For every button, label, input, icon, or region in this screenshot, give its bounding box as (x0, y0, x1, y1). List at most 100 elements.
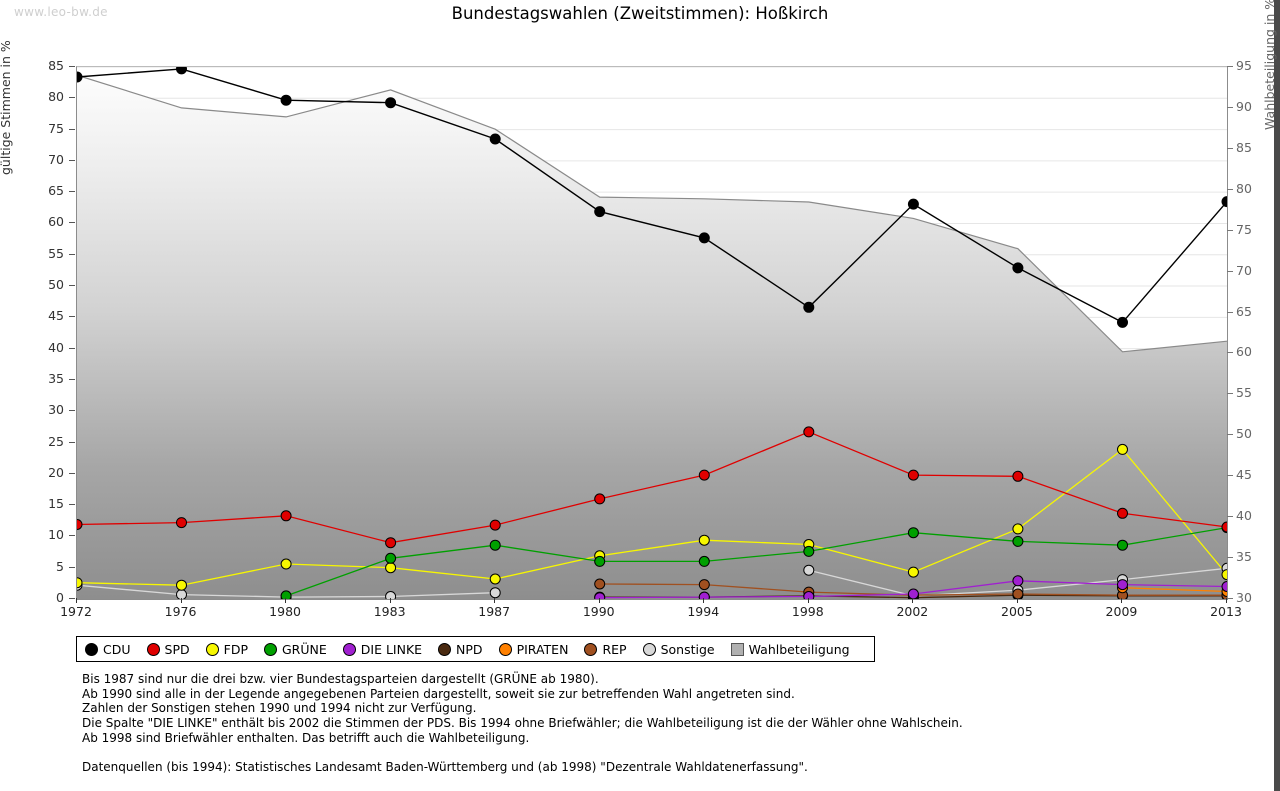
left-axis-tick: 70 (48, 151, 64, 167)
data-point-cdu (1221, 196, 1227, 208)
right-axis-tickmark (1227, 557, 1233, 559)
data-source-note: Datenquellen (bis 1994): Statistisches L… (82, 759, 808, 774)
legend-item-wahlbeteiligung[interactable]: Wahlbeteiligung (730, 641, 850, 657)
data-point-spd (698, 469, 710, 481)
legend-item-piraten[interactable]: PIRATEN (498, 642, 568, 657)
data-point-die-linke (698, 591, 710, 599)
left-axis-tickmark (69, 472, 75, 474)
data-point-die-linke (803, 591, 815, 599)
right-axis-tickmark (1227, 188, 1233, 190)
x-axis-tick: 2002 (896, 604, 929, 619)
data-point-cdu (907, 198, 919, 210)
x-axis-tick: 1998 (791, 604, 824, 619)
right-axis-tick: 75 (1236, 221, 1252, 237)
legend-dot-icon (263, 642, 277, 656)
x-axis-tickmark (180, 598, 182, 603)
left-axis-tick: 55 (48, 245, 64, 261)
legend-label: GRÜNE (281, 641, 327, 657)
data-point-spd (1221, 521, 1227, 533)
data-point-grüne (280, 590, 292, 599)
left-axis-label: gültige Stimmen in % (0, 40, 13, 175)
data-point-grüne (594, 555, 606, 567)
data-point-cdu (176, 67, 187, 75)
series-line-fdp (77, 448, 1227, 586)
legend-item-grüne[interactable]: GRÜNE (263, 641, 327, 657)
right-axis-tick: 80 (1236, 180, 1252, 196)
legend-dot-icon (642, 642, 656, 656)
legend-dot-icon (438, 642, 452, 656)
left-axis-tick: 0 (56, 590, 64, 605)
left-axis-tick: 25 (48, 433, 64, 449)
left-axis-tickmark (69, 441, 75, 443)
data-point-die-linke (1012, 575, 1024, 587)
series-markers (77, 67, 1227, 599)
series-line-piraten (1122, 587, 1227, 593)
series-line-grüne (285, 526, 1227, 597)
data-point-spd (907, 469, 919, 481)
legend-label: SPD (164, 641, 190, 657)
left-axis-tickmark (69, 97, 75, 99)
right-axis-tickmark (1227, 516, 1233, 518)
data-point-grüne (698, 555, 710, 567)
data-point-cdu (698, 232, 710, 244)
left-axis-tickmark (69, 253, 75, 255)
right-axis-tickmark (1227, 393, 1233, 395)
data-point-cdu (1012, 262, 1024, 274)
wahlbeteiligung-area (77, 74, 1227, 599)
data-point-rep (594, 578, 606, 590)
plot-area (76, 66, 1228, 600)
legend-item-fdp[interactable]: FDP (205, 642, 248, 657)
x-axis-tick: 1994 (687, 604, 720, 619)
x-axis-tickmark (703, 598, 705, 603)
x-axis-tick: 2013 (1210, 604, 1242, 619)
right-axis-tick: 60 (1236, 344, 1252, 360)
footnote-line: Die Spalte "DIE LINKE" enthält bis 2002 … (82, 716, 963, 731)
legend-dot-icon (85, 642, 98, 656)
data-point-grüne (1012, 535, 1024, 547)
legend-item-spd[interactable]: SPD (146, 641, 190, 657)
data-point-grüne (385, 552, 397, 564)
legend-item-npd[interactable]: NPD (438, 642, 483, 657)
right-axis-tickmark (1227, 434, 1233, 436)
left-axis-tick: 40 (48, 339, 64, 355)
right-axis-tickmark (1227, 270, 1233, 272)
data-point-rep (1012, 588, 1024, 599)
data-point-spd (594, 493, 606, 505)
legend-item-sonstige[interactable]: Sonstige (642, 641, 715, 657)
footnotes: Bis 1987 sind nur die drei bzw. vier Bun… (82, 672, 1082, 774)
left-axis-tickmark (69, 378, 75, 380)
legend-item-rep[interactable]: REP (584, 642, 627, 657)
x-axis-tick: 2005 (1001, 604, 1033, 619)
legend-label: Sonstige (660, 641, 715, 657)
left-axis-tick: 30 (48, 402, 64, 418)
legend-label: DIE LINKE (360, 641, 423, 657)
x-axis-tick: 1983 (373, 604, 406, 619)
left-axis-tick: 75 (48, 120, 64, 136)
right-axis-tick: 35 (1236, 549, 1252, 565)
left-axis-tickmark (69, 66, 75, 67)
right-axis-tick: 70 (1236, 262, 1252, 278)
legend-dot-icon (498, 642, 512, 656)
left-axis-tickmark (69, 598, 75, 599)
data-point-spd (77, 519, 83, 530)
left-axis-tick: 35 (48, 370, 64, 386)
data-point-cdu (489, 133, 501, 145)
left-axis-tickmark (69, 566, 75, 568)
right-axis-tickmark (1227, 147, 1233, 149)
left-axis-tick: 65 (48, 183, 64, 199)
legend-item-cdu[interactable]: CDU (85, 642, 131, 657)
left-axis-tick: 50 (48, 277, 64, 293)
data-point-fdp (489, 573, 501, 585)
x-axis-tick: 1980 (269, 604, 301, 619)
data-point-cdu (280, 94, 292, 106)
x-axis-tick: 1972 (60, 604, 92, 619)
legend-item-die-linke[interactable]: DIE LINKE (342, 641, 423, 657)
data-point-spd (385, 537, 397, 549)
x-axis-tickmark (285, 598, 287, 603)
data-point-die-linke (1117, 579, 1128, 591)
data-point-grüne (907, 527, 919, 539)
legend-label: Wahlbeteiligung (748, 641, 850, 657)
x-axis-tickmark (807, 598, 809, 603)
data-point-cdu (803, 301, 815, 313)
